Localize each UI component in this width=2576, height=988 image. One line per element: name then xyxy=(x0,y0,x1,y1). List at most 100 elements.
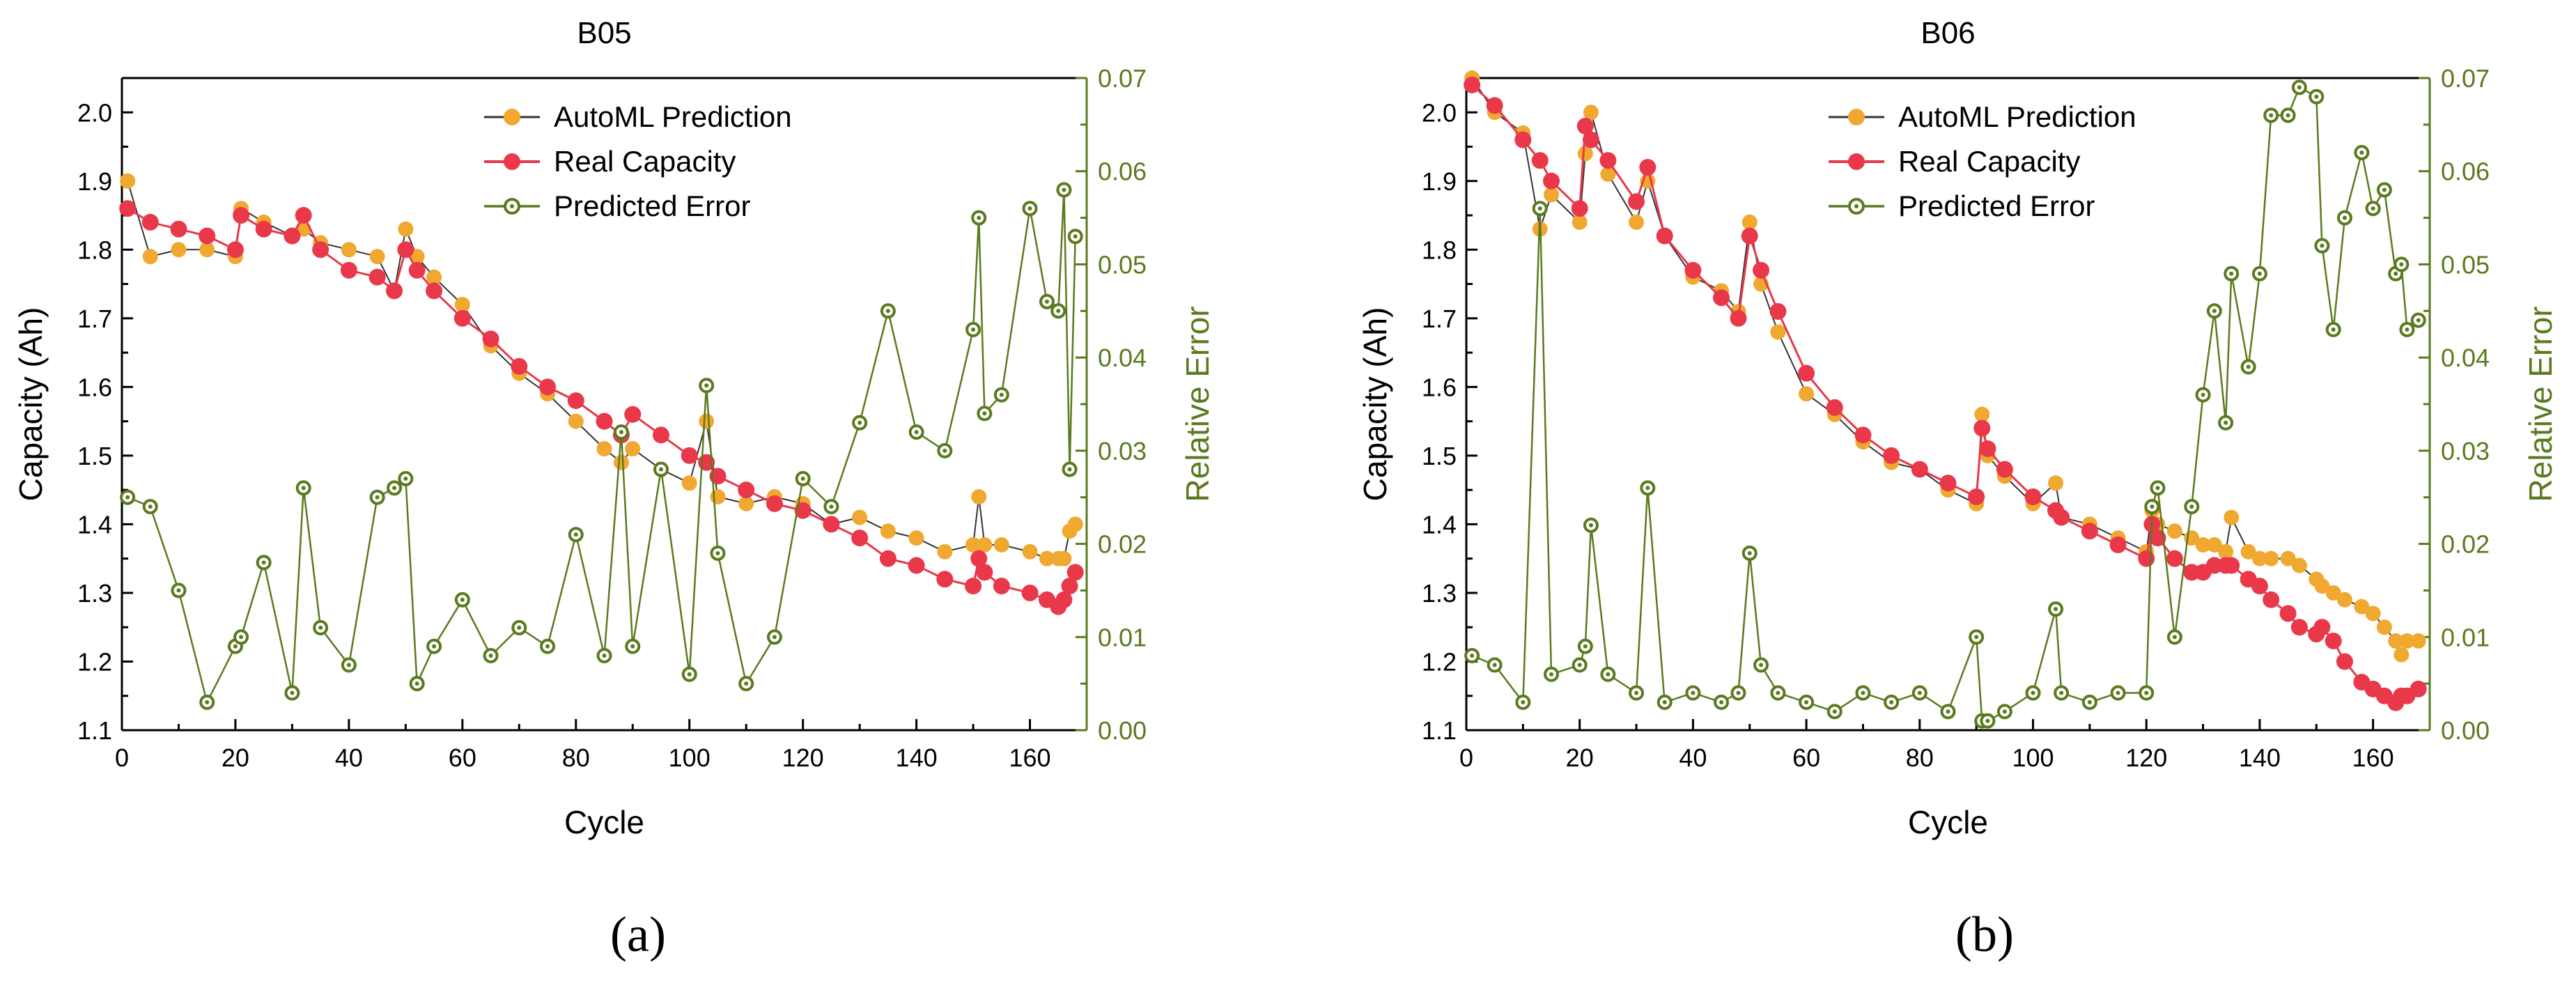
data-point-real xyxy=(596,412,613,430)
data-point-real xyxy=(1055,591,1073,608)
data-point-real xyxy=(567,392,584,410)
data-point-real xyxy=(766,495,783,512)
data-point-pred xyxy=(1039,550,1055,566)
data-point-core-err xyxy=(233,644,238,649)
data-point-real xyxy=(936,571,954,588)
data-point-real xyxy=(1021,584,1039,601)
data-point-core-err xyxy=(1776,690,1780,695)
legend-label-pred: AutoML Prediction xyxy=(554,100,792,133)
y-tick-label: 1.4 xyxy=(1422,510,1457,539)
series-line-err xyxy=(1471,86,2419,722)
data-point-core-err xyxy=(619,430,623,435)
data-point-pred xyxy=(977,537,993,553)
data-point-real xyxy=(1939,474,1957,492)
data-point-core-err xyxy=(375,495,380,500)
data-point-pred xyxy=(120,173,136,189)
data-point-core-err xyxy=(2201,392,2205,397)
data-point-pred xyxy=(171,242,187,258)
data-point-pred xyxy=(2195,537,2211,553)
data-point-core-err xyxy=(1645,486,1650,491)
data-point-real xyxy=(879,550,897,567)
data-point-real xyxy=(255,220,272,238)
x-axis-label: Cycle xyxy=(564,804,644,840)
data-point-pred xyxy=(965,537,981,553)
y-tick-label: 1.5 xyxy=(77,442,112,470)
y2-tick-label: 0.02 xyxy=(2441,530,2490,559)
data-point-core-err xyxy=(2087,700,2092,704)
data-point-real xyxy=(119,200,137,217)
data-point-core-err xyxy=(1759,663,1764,667)
data-point-core-err xyxy=(1537,206,1542,211)
data-point-pred xyxy=(2280,550,2296,566)
x-tick-label: 60 xyxy=(1792,743,1820,772)
data-point-real xyxy=(482,330,499,348)
data-point-real xyxy=(1531,152,1549,169)
data-point-core-err xyxy=(2342,215,2347,220)
y-tick-label: 2.0 xyxy=(77,98,112,127)
data-point-real xyxy=(965,578,982,595)
data-point-pred xyxy=(2218,543,2234,559)
chart-title: B05 xyxy=(577,16,631,50)
x-tick-label: 120 xyxy=(2125,743,2167,772)
series-line-real xyxy=(127,207,1077,608)
y2-tick-label: 0.06 xyxy=(2441,157,2490,186)
data-point-real xyxy=(1753,261,1770,279)
data-point-real xyxy=(199,227,216,245)
data-point-real xyxy=(976,564,993,581)
series-real xyxy=(1464,76,2427,711)
series-line-err xyxy=(127,190,1076,705)
data-point-core-err xyxy=(2320,243,2325,248)
data-point-real xyxy=(1543,172,1560,190)
data-point-core-err xyxy=(1067,467,1072,472)
data-point-core-err xyxy=(290,690,295,695)
data-point-pred xyxy=(681,475,697,491)
data-point-pred xyxy=(2166,523,2182,539)
y-tick-label: 1.6 xyxy=(1422,373,1457,401)
data-point-core-err xyxy=(971,327,976,332)
data-point-core-err xyxy=(1691,690,1696,695)
data-point-core-err xyxy=(772,635,777,640)
data-point-core-err xyxy=(1634,690,1639,695)
data-point-core-err xyxy=(403,476,408,481)
data-point-pred xyxy=(2206,537,2222,553)
data-point-core-err xyxy=(1470,654,1475,658)
legend: AutoML Prediction Real Capacity Predicted … xyxy=(484,100,792,222)
y2-tick-label: 0.03 xyxy=(2441,437,2490,465)
x-tick-label: 20 xyxy=(222,743,249,772)
data-point-pred xyxy=(1544,187,1560,203)
legend-marker-real xyxy=(504,153,520,170)
data-point-real xyxy=(1571,200,1588,217)
data-point-core-err xyxy=(1062,187,1066,192)
data-point-pred xyxy=(1583,105,1599,121)
data-point-core-err xyxy=(1736,690,1741,695)
x-tick-label: 60 xyxy=(449,743,476,772)
data-point-core-err xyxy=(744,681,749,686)
data-point-core-err xyxy=(1861,690,1865,695)
data-point-core-err xyxy=(977,215,981,220)
data-point-core-err xyxy=(2331,327,2336,332)
data-point-core-err xyxy=(1946,709,1950,714)
y-tick-label: 1.5 xyxy=(1422,442,1457,470)
data-point-real xyxy=(1730,309,1747,327)
data-point-pred xyxy=(2251,550,2267,566)
y-tick-label: 1.8 xyxy=(77,236,112,264)
data-point-real xyxy=(2053,509,2070,526)
data-point-core-err xyxy=(2382,187,2387,192)
data-point-real xyxy=(2149,530,2166,547)
data-point-core-err xyxy=(460,597,465,602)
data-point-real xyxy=(1741,227,1758,245)
y2-tick-label: 0.00 xyxy=(2441,716,2490,745)
chart-title: B06 xyxy=(1921,16,1975,50)
data-point-real xyxy=(1576,117,1594,134)
data-point-pred xyxy=(1572,214,1588,230)
y-tick-label: 1.3 xyxy=(1422,579,1457,608)
data-point-pred xyxy=(738,495,754,511)
data-point-real xyxy=(295,207,312,224)
data-point-pred xyxy=(852,509,868,525)
data-point-pred xyxy=(1577,146,1593,162)
data-point-core-err xyxy=(1889,700,1894,704)
data-point-core-err xyxy=(1044,299,1049,304)
data-point-pred xyxy=(2336,592,2352,608)
y-tick-label: 1.6 xyxy=(77,373,112,401)
